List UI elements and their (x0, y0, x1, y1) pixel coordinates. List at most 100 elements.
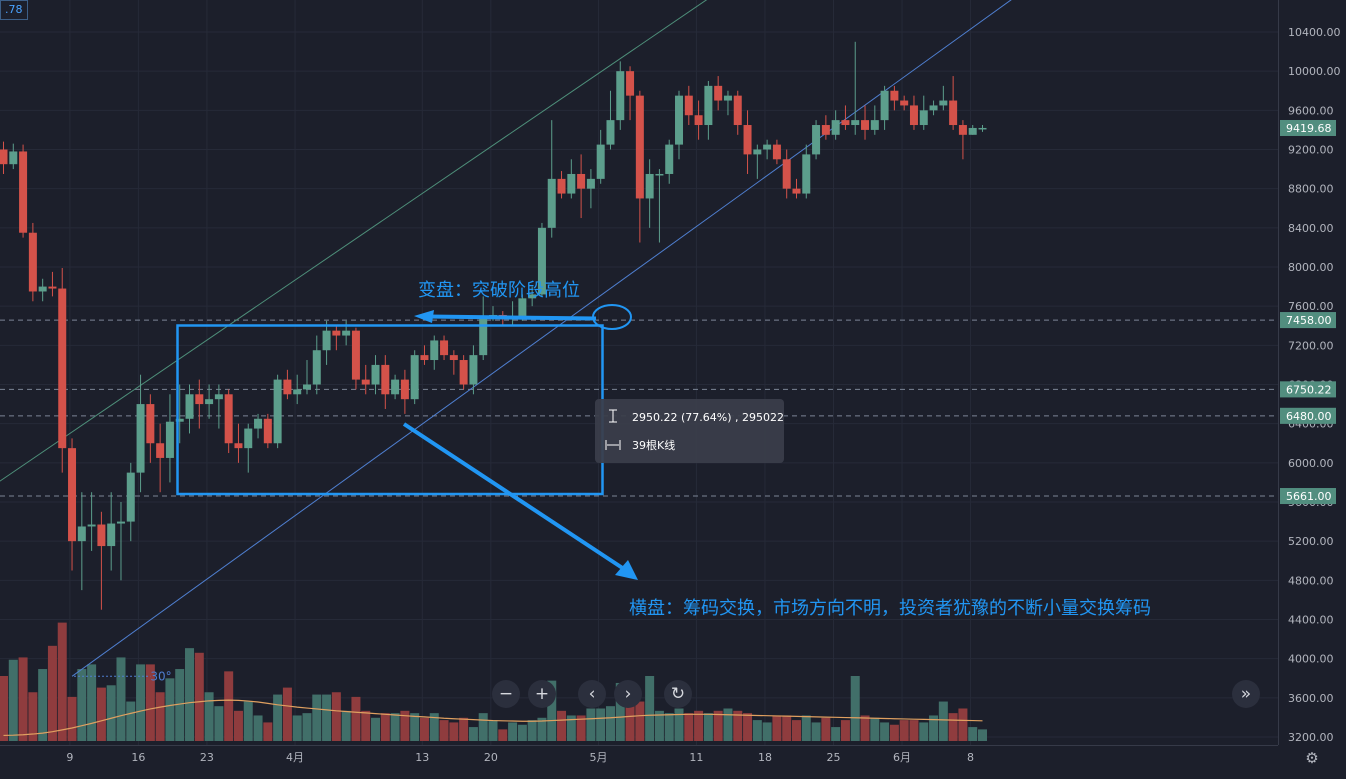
candle-body (909, 105, 918, 126)
measure-bars-text: 39根K线 (632, 438, 675, 452)
candle-body (469, 355, 478, 385)
volume-bar (488, 720, 498, 741)
candle-body (146, 404, 155, 444)
candle-body (900, 100, 909, 106)
volume-bar (782, 715, 792, 741)
candle-body (792, 188, 801, 194)
volume-bar (28, 692, 38, 741)
time-tick-label: 20 (484, 751, 498, 764)
scroll-right-button[interactable]: › (614, 680, 642, 708)
volume-bars (0, 622, 987, 741)
price-tick-label: 3600.00 (1288, 692, 1334, 705)
volume-bar (224, 671, 234, 741)
volume-bar (322, 694, 332, 741)
volume-bar (106, 685, 116, 741)
volume-bar (439, 720, 449, 741)
volume-bar (185, 648, 195, 741)
price-tick-label: 9600.00 (1288, 104, 1334, 117)
candle-body (430, 340, 439, 361)
volume-bar (821, 717, 831, 741)
volume-bar (175, 669, 185, 741)
breakout-annotation-text: 变盘：突破阶段高位 (418, 280, 580, 301)
candle-body (68, 448, 77, 542)
volume-bar (547, 680, 557, 741)
candle-body (312, 350, 321, 385)
volume-bar (743, 713, 753, 741)
reset-button[interactable]: ↻ (664, 680, 692, 708)
candle-body (929, 105, 938, 111)
candle-body (626, 71, 635, 96)
time-axis[interactable]: 9 16 23 4月 13 20 5月 11 18 25 6月 8 (0, 745, 1278, 775)
candle-body (459, 360, 468, 385)
volume-bar (870, 717, 880, 741)
volume-bar (498, 729, 508, 741)
volume-bar (929, 715, 939, 741)
candle-body (841, 120, 850, 126)
volume-bar (292, 715, 302, 741)
scroll-left-button[interactable]: ‹ (578, 680, 606, 708)
price-label-box-overlay (1280, 407, 1336, 424)
candle-body (577, 173, 586, 189)
time-tick-label: 5月 (590, 751, 608, 764)
candle-body (351, 330, 360, 380)
volume-bar (361, 710, 371, 741)
zoom-in-button[interactable]: + (528, 680, 556, 708)
volume-bar (566, 715, 576, 741)
volume-ma-line (3, 699, 983, 737)
price-tick-label: 4000.00 (1288, 653, 1334, 666)
time-tick-label: 13 (415, 751, 429, 764)
candle-body (537, 227, 546, 295)
volume-bar (919, 722, 929, 741)
volume-bar (243, 701, 253, 741)
zoom-out-button[interactable]: − (492, 680, 520, 708)
scroll-to-latest-button[interactable]: » (1232, 680, 1260, 708)
volume-bar (57, 622, 67, 741)
price-label-box-overlay (1280, 312, 1336, 329)
candle-body (19, 151, 28, 233)
candle-body (851, 120, 860, 126)
volume-bar (194, 652, 204, 741)
volume-bar (380, 713, 390, 741)
time-tick-label: 11 (689, 751, 703, 764)
candle-body (616, 71, 625, 121)
candle-body (48, 286, 57, 289)
candle-body (254, 418, 263, 429)
candle-body (214, 394, 223, 400)
candle-body (342, 330, 351, 336)
candle-body (949, 100, 958, 126)
volume-bar (312, 694, 322, 741)
volume-bar (880, 722, 890, 741)
volume-bar (390, 713, 400, 741)
trendlines[interactable]: 30° (0, 0, 1041, 683)
candle-body (273, 379, 282, 444)
reset-icon: ↻ (670, 683, 686, 704)
candle-body (263, 418, 272, 444)
volume-bar (410, 713, 420, 741)
time-tick-label: 4月 (286, 751, 304, 764)
price-label-text: 7458.00 (1286, 314, 1332, 327)
price-axis[interactable]: 10400.00 10000.00 9600.00 9200.00 8800.00 840… (1278, 0, 1346, 775)
time-tick-label: 9 (66, 751, 73, 764)
volume-bar (654, 710, 664, 741)
volume-bar (694, 710, 704, 741)
candle-body (38, 286, 47, 292)
settings-button[interactable]: ⚙ (1302, 748, 1322, 768)
volume-bar (684, 713, 694, 741)
volume-bar (508, 722, 518, 741)
volume-bar (831, 727, 841, 741)
price-tick-label: 6000.00 (1288, 457, 1334, 470)
volume-bar (331, 692, 341, 741)
volume-bar (889, 724, 899, 741)
volume-bar (204, 692, 214, 741)
volume-ma (3, 699, 983, 737)
volume-bar (87, 664, 97, 741)
volume-bar (0, 676, 8, 741)
volume-bar (371, 717, 381, 741)
candle-body (410, 355, 419, 400)
candle-body (714, 85, 723, 101)
price-tick-label: 8400.00 (1288, 222, 1334, 235)
